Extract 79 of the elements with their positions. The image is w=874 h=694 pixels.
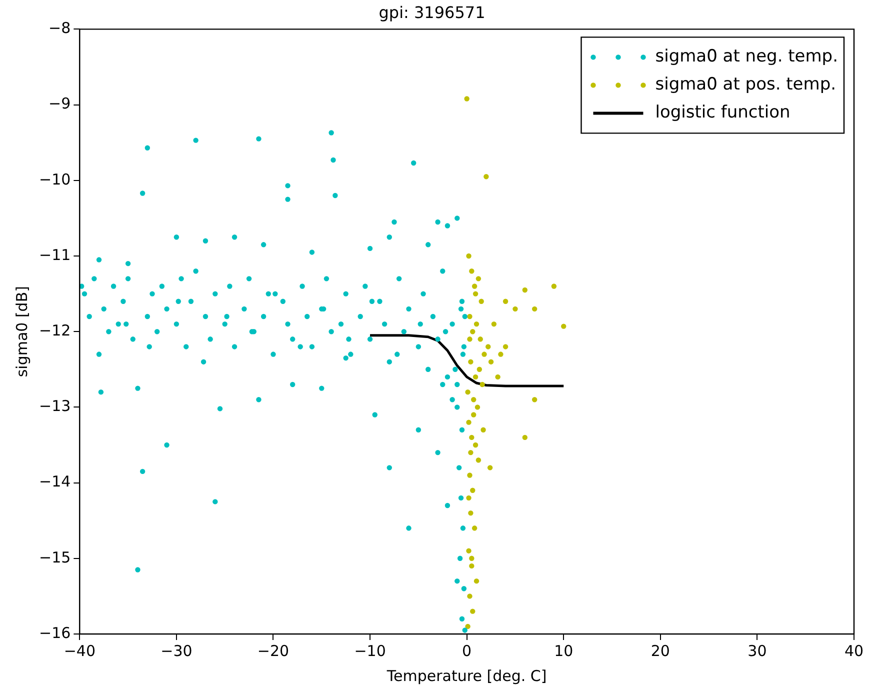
point xyxy=(470,329,476,334)
point xyxy=(478,298,484,304)
point xyxy=(472,291,478,296)
point xyxy=(522,434,528,440)
point xyxy=(474,321,480,327)
point xyxy=(470,488,476,493)
legend-label: sigma0 at neg. temp. xyxy=(655,46,838,67)
point xyxy=(532,397,538,402)
point xyxy=(470,608,476,614)
point xyxy=(480,382,485,388)
point xyxy=(488,359,494,364)
point xyxy=(472,284,478,289)
point xyxy=(532,306,538,312)
x-tick-label: −30 xyxy=(160,642,192,660)
y-tick-label: −12 xyxy=(39,321,71,340)
legend-label: logistic function xyxy=(655,102,790,123)
y-tick-label: −15 xyxy=(39,548,71,566)
point xyxy=(468,359,474,364)
point xyxy=(468,510,474,516)
x-tick-label: −10 xyxy=(354,642,386,660)
point xyxy=(476,366,482,372)
chart-title: gpi: 3196571 xyxy=(378,2,486,22)
x-tick-label: −40 xyxy=(64,642,96,660)
point xyxy=(502,344,508,350)
x-tick-label: 0 xyxy=(462,642,472,660)
legend-label: sigma0 at pos. temp. xyxy=(655,74,836,95)
point xyxy=(465,389,470,395)
point xyxy=(469,434,474,440)
point xyxy=(476,458,482,463)
point xyxy=(466,548,472,554)
point xyxy=(467,314,472,320)
point xyxy=(561,324,566,329)
x-tick-label: 20 xyxy=(650,642,670,660)
point xyxy=(469,556,474,561)
point xyxy=(468,450,474,456)
point xyxy=(502,298,508,304)
x-tick-label: −20 xyxy=(257,642,290,660)
point xyxy=(512,306,518,312)
x-tick-label: 10 xyxy=(554,642,574,660)
point xyxy=(522,287,528,293)
y-tick-label: −14 xyxy=(39,472,71,491)
point xyxy=(484,174,489,180)
x-axis-title: Temperature [deg. C] xyxy=(386,666,547,685)
y-axis-title: sigma0 [dB] xyxy=(12,286,31,378)
point xyxy=(486,344,491,350)
point xyxy=(498,352,504,357)
point xyxy=(487,465,493,470)
point xyxy=(472,374,478,380)
y-tick-label: −13 xyxy=(39,397,71,416)
x-tick-label: 30 xyxy=(748,642,767,660)
point xyxy=(471,412,476,418)
y-tick-label: −9 xyxy=(48,94,71,113)
point xyxy=(491,321,497,327)
point xyxy=(474,578,480,584)
point xyxy=(471,397,476,402)
point xyxy=(464,96,470,102)
y-tick-label: −11 xyxy=(39,246,71,264)
point xyxy=(472,526,478,531)
point xyxy=(495,374,500,380)
point xyxy=(466,253,472,259)
x-tick-label: 40 xyxy=(844,642,864,660)
point xyxy=(469,268,474,274)
point xyxy=(467,336,472,342)
y-tick-label: −8 xyxy=(48,19,71,38)
point xyxy=(467,594,472,599)
y-tick-label: −16 xyxy=(39,624,71,642)
point xyxy=(469,563,474,569)
point xyxy=(551,284,557,289)
point xyxy=(482,352,487,357)
point xyxy=(472,442,478,448)
point xyxy=(466,495,472,501)
point xyxy=(476,276,482,282)
point xyxy=(480,427,486,432)
point xyxy=(474,404,480,410)
point xyxy=(465,624,470,630)
y-tick-label: −10 xyxy=(39,170,71,188)
point xyxy=(466,420,472,425)
point xyxy=(467,472,472,478)
point xyxy=(478,336,483,342)
